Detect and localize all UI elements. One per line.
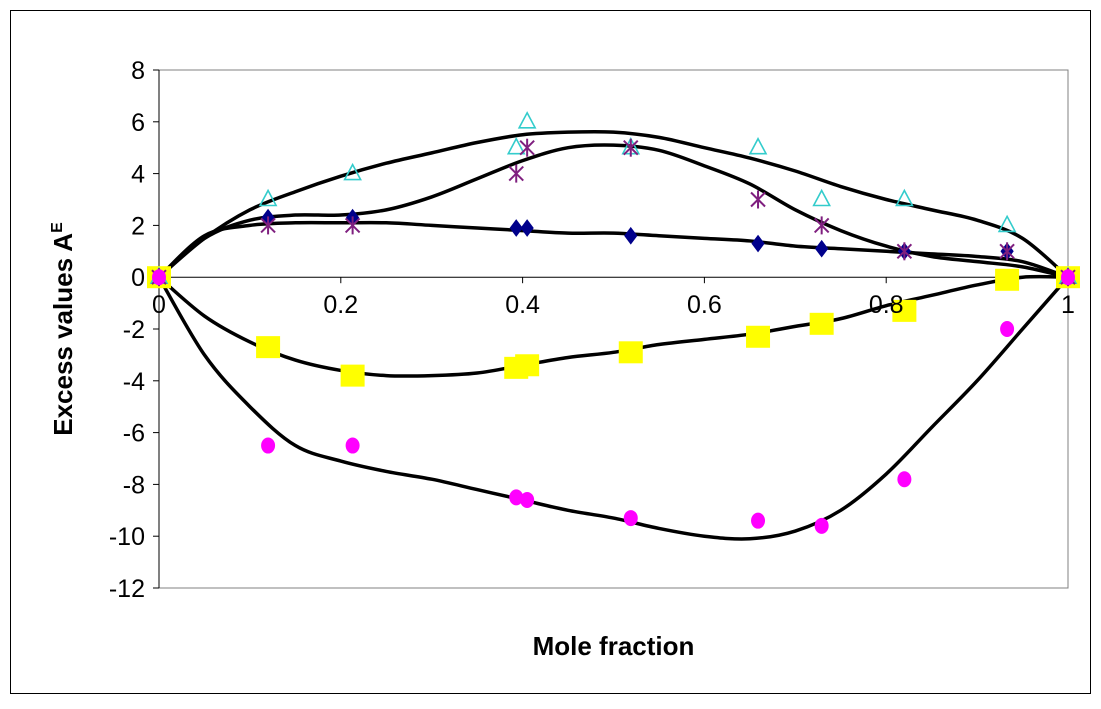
data-point-star xyxy=(999,242,1015,261)
y-tick-label: -10 xyxy=(109,523,145,551)
data-point-star xyxy=(519,138,535,157)
data-point-star xyxy=(508,164,524,183)
data-point-circle xyxy=(520,491,535,508)
data-point-square xyxy=(256,336,281,359)
x-tick-label: 0.8 xyxy=(869,291,904,319)
y-tick-label: -12 xyxy=(109,575,145,603)
data-point-star xyxy=(750,190,766,209)
data-point-circle xyxy=(751,512,766,529)
x-tick-label: 0.6 xyxy=(687,291,722,319)
fit-curve xyxy=(157,129,1070,279)
data-point-square xyxy=(746,325,771,348)
data-point-star xyxy=(623,138,639,157)
data-point-star xyxy=(896,242,913,261)
fit-curve xyxy=(157,274,1070,378)
data-point-circle xyxy=(261,437,276,454)
data-point-triangle xyxy=(997,214,1017,233)
y-tick-label: 0 xyxy=(131,264,145,292)
y-tick-label: 6 xyxy=(131,109,145,137)
data-point-circle xyxy=(897,471,912,488)
data-point-triangle xyxy=(812,188,831,207)
x-tick-label: 0 xyxy=(152,291,166,319)
y-tick-label: -2 xyxy=(123,316,145,344)
data-point-square xyxy=(995,268,1020,291)
data-point-star xyxy=(344,216,361,235)
fit-curves xyxy=(157,129,1070,541)
data-point-circle xyxy=(1000,321,1015,337)
data-point-diamond xyxy=(520,219,534,237)
x-tick-label: 0.4 xyxy=(505,291,540,319)
data-point-square xyxy=(809,312,834,335)
y-axis-label: Excess values AE xyxy=(48,222,78,436)
data-point-triangle xyxy=(258,188,278,207)
x-axis-label: Mole fraction xyxy=(533,631,695,661)
data-point-circle xyxy=(1061,269,1075,286)
data-point-triangle xyxy=(895,188,914,207)
y-tick-label: -8 xyxy=(123,471,145,499)
data-point-triangle xyxy=(748,136,768,155)
axis-ticks xyxy=(153,69,1069,589)
y-tick-label: 2 xyxy=(131,212,145,240)
x-tick-label: 1 xyxy=(1061,291,1075,319)
data-points xyxy=(147,111,1080,534)
data-point-square xyxy=(892,299,917,322)
fit-curve xyxy=(157,143,1070,279)
data-point-diamond xyxy=(815,239,829,258)
data-point-square xyxy=(515,354,540,377)
y-axis-label-main: Excess values A xyxy=(48,233,78,436)
data-point-star xyxy=(260,216,276,235)
data-point-star xyxy=(813,216,830,235)
data-point-square xyxy=(618,341,643,364)
data-point-diamond xyxy=(751,234,765,253)
data-point-triangle xyxy=(506,136,526,155)
data-point-diamond xyxy=(509,219,523,237)
y-tick-label: 8 xyxy=(131,57,145,85)
data-point-triangle xyxy=(343,162,362,181)
data-point-circle xyxy=(509,489,524,506)
x-tick-label: 0.2 xyxy=(323,291,358,319)
data-point-circle xyxy=(345,437,360,454)
data-point-triangle xyxy=(517,111,537,129)
chart-area-border xyxy=(10,10,1091,694)
y-tick-label: 4 xyxy=(131,161,145,189)
fit-curve xyxy=(157,275,1070,541)
data-point-square xyxy=(340,364,365,387)
y-tick-label: -4 xyxy=(123,368,145,396)
data-point-circle xyxy=(814,517,829,534)
data-point-diamond xyxy=(624,226,638,245)
data-point-circle xyxy=(623,510,638,527)
y-tick-label: -6 xyxy=(123,420,145,448)
y-axis-label-superscript: E xyxy=(49,222,66,233)
data-point-circle xyxy=(152,269,166,286)
